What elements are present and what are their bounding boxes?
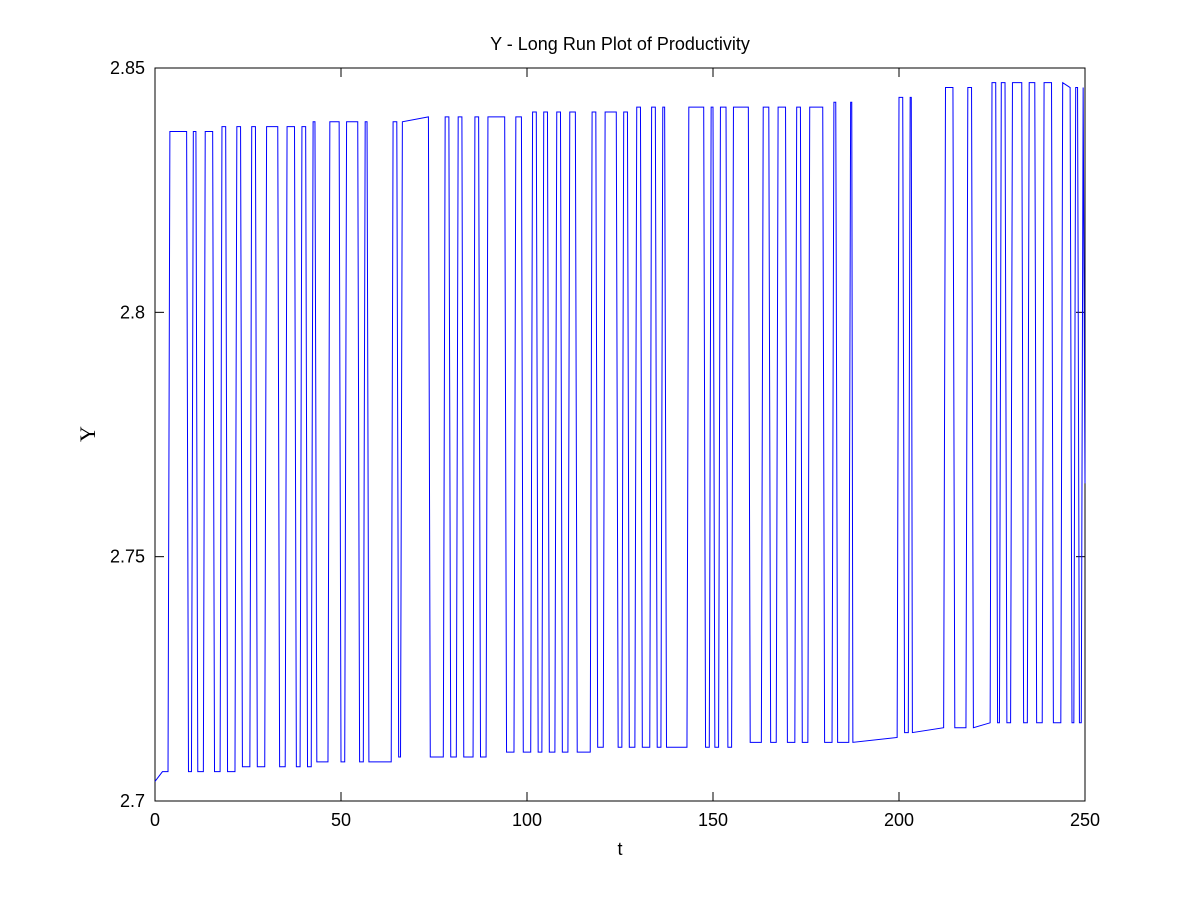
x-tick-label: 200 bbox=[884, 810, 914, 830]
x-tick-label: 150 bbox=[698, 810, 728, 830]
data-line bbox=[154, 81, 1086, 782]
y-tick-label: 2.8 bbox=[120, 302, 145, 322]
x-tick-label: 100 bbox=[512, 810, 542, 830]
x-tick-label: 250 bbox=[1070, 810, 1100, 830]
plot-area bbox=[154, 67, 1086, 802]
chart-title: Y - Long Run Plot of Productivity bbox=[490, 34, 750, 54]
y-tick-label: 2.85 bbox=[110, 58, 145, 78]
x-tick-label: 50 bbox=[331, 810, 351, 830]
x-tick-label: 0 bbox=[150, 810, 160, 830]
x-axis-label: t bbox=[617, 839, 622, 859]
y-tick-label: 2.7 bbox=[120, 791, 145, 811]
y-axis-label: Y bbox=[75, 426, 100, 442]
y-tick-label: 2.75 bbox=[110, 547, 145, 567]
